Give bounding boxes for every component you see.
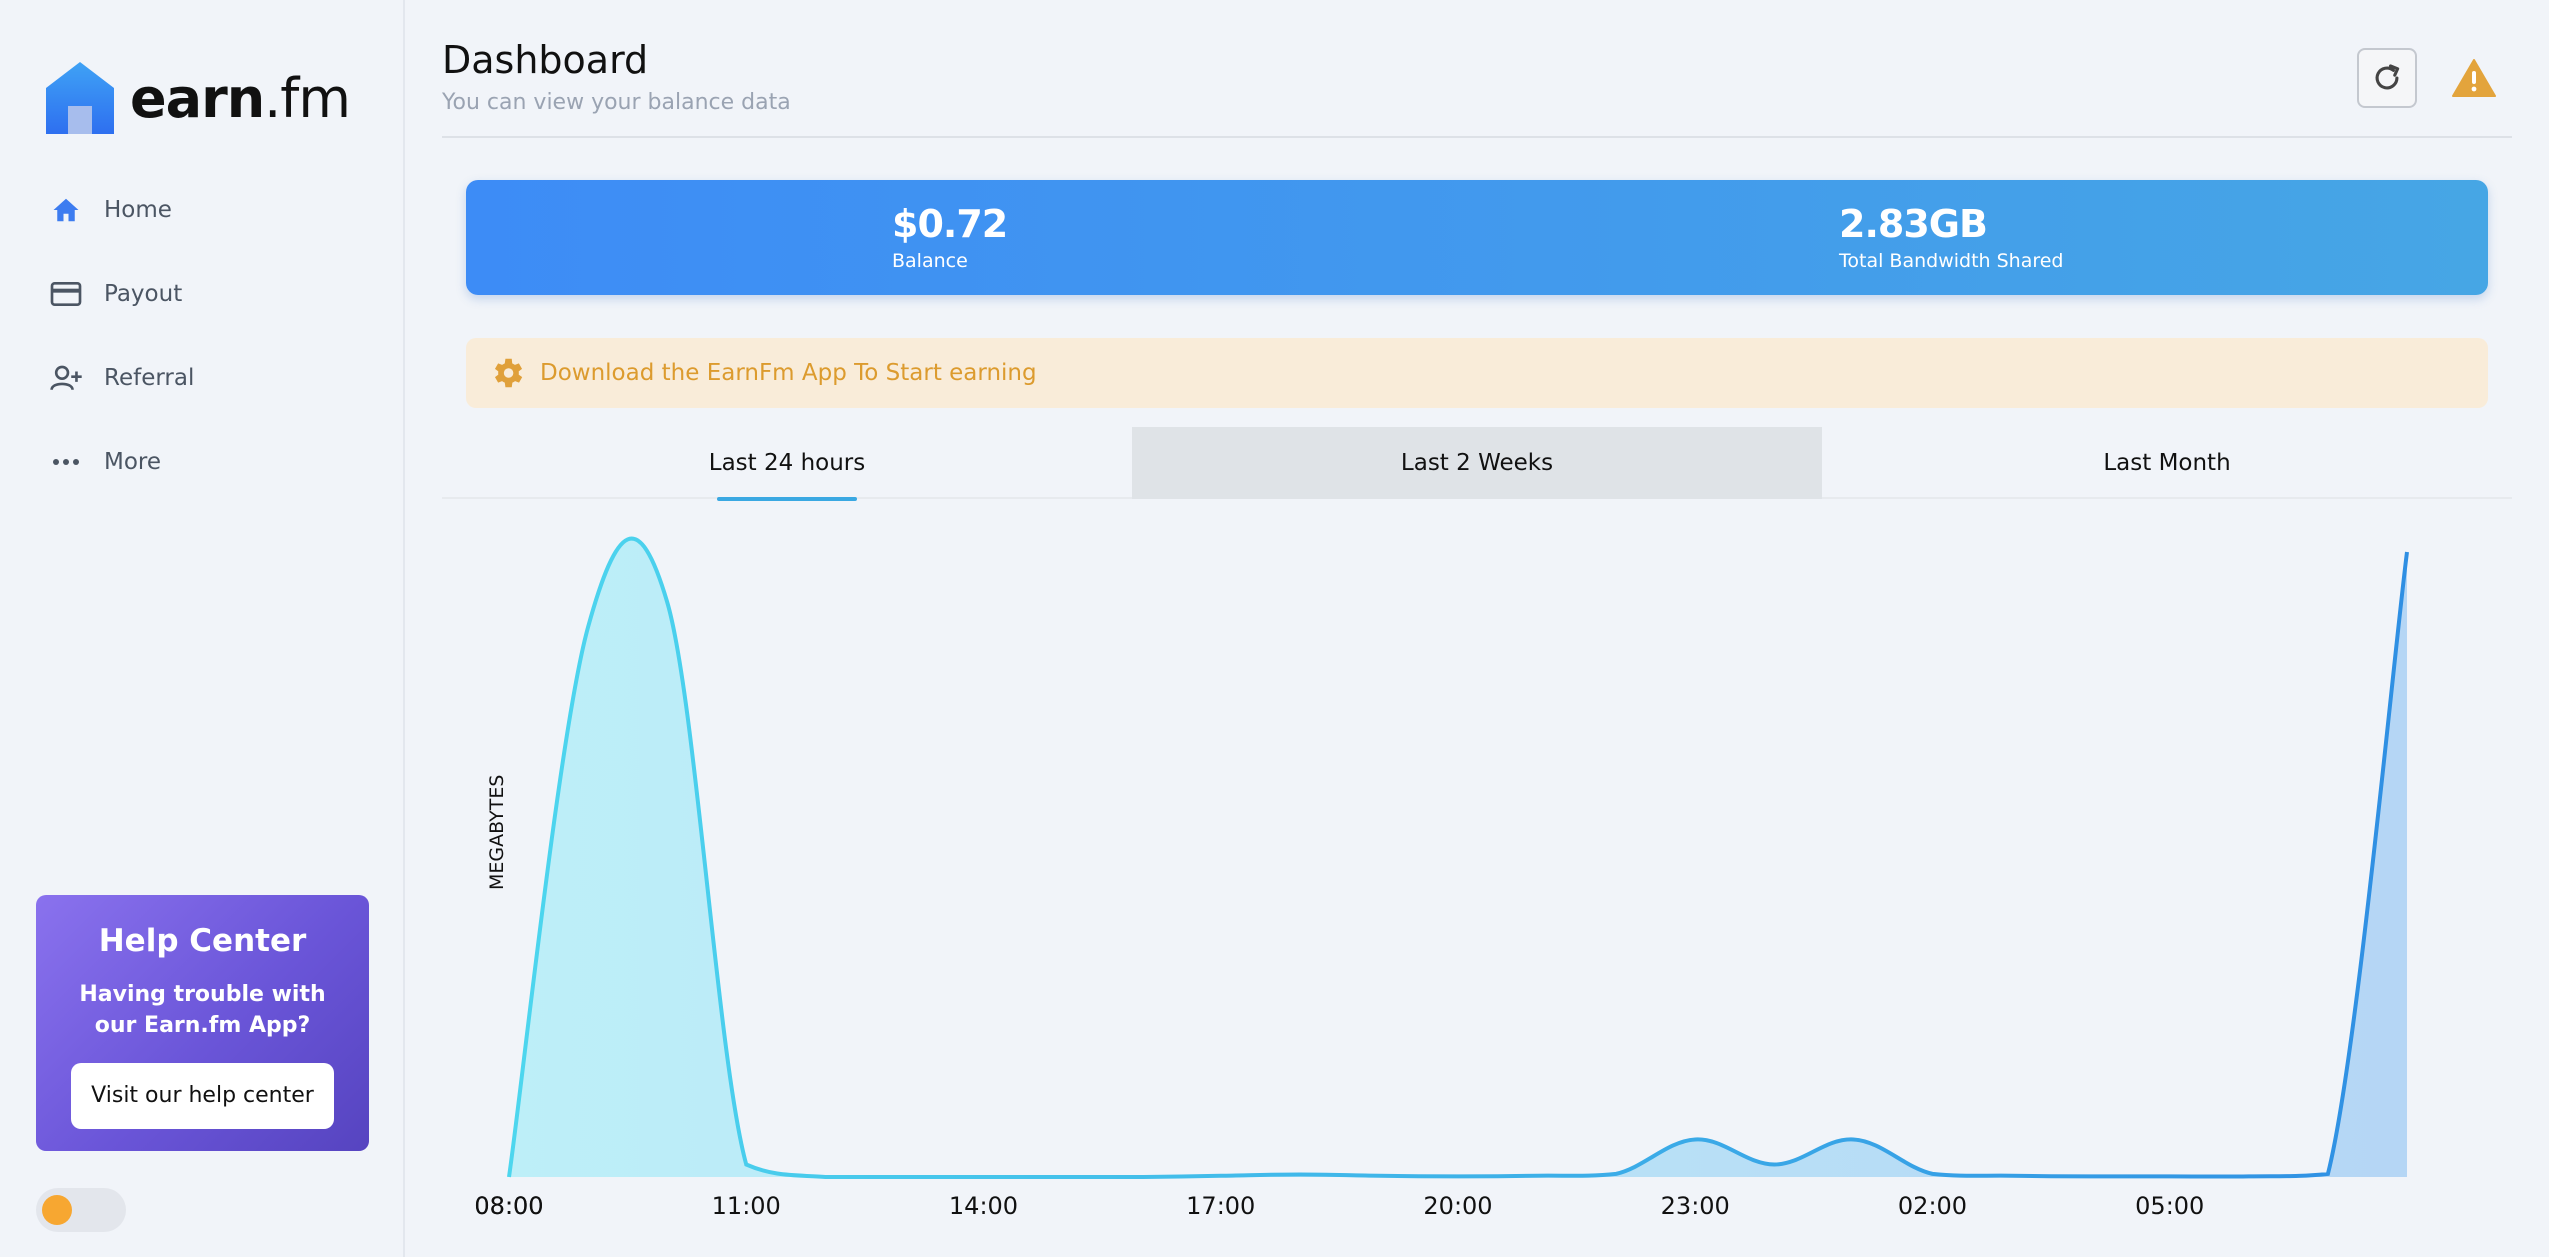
refresh-icon	[2375, 64, 2400, 90]
theme-toggle[interactable]	[36, 1188, 126, 1232]
gear-icon	[494, 358, 523, 388]
y-axis-label: MEGABYTES	[486, 774, 508, 890]
balance-label: Balance	[892, 250, 968, 272]
page-title: Dashboard	[442, 38, 649, 82]
sidebar-item-referral[interactable]: Referral	[48, 336, 194, 420]
sidebar-item-home[interactable]: Home	[48, 168, 194, 252]
page-subtitle: You can view your balance data	[442, 90, 791, 115]
bandwidth-label: Total Bandwidth Shared	[1839, 250, 2064, 272]
chart-svg	[507, 536, 2409, 1179]
tab-label: Last Month	[2103, 450, 2231, 476]
balance-stat: $0.72 Balance	[892, 202, 1008, 272]
sidebar-item-label: Home	[104, 197, 172, 223]
tab-label: Last 2 Weeks	[1400, 450, 1554, 476]
sidebar-item-label: Payout	[104, 281, 183, 307]
sidebar-item-label: More	[104, 449, 162, 475]
help-center-card: Help Center Having trouble with our Earn…	[36, 895, 369, 1151]
chart-area-fill	[509, 538, 2407, 1177]
bandwidth-chart: MEGABYTES 08:00 11:00 14:00 17:00 20:00 23:00…	[442, 520, 2512, 1257]
x-tick-label: 14:00	[948, 1192, 1019, 1220]
user-plus-icon	[48, 360, 84, 396]
warning-icon[interactable]	[2452, 58, 2496, 98]
main-content: Dashboard You can view your balance data…	[442, 0, 2512, 1257]
theme-toggle-knob	[42, 1195, 72, 1225]
card-icon	[48, 276, 84, 312]
x-tick-label: 23:00	[1660, 1192, 1730, 1220]
home-icon	[48, 192, 84, 228]
notice-text: Download the EarnFm App To Start earning	[540, 360, 1037, 386]
x-tick-label: 02:00	[1897, 1192, 1968, 1220]
bandwidth-stat: 2.83GB Total Bandwidth Shared	[1839, 202, 2064, 272]
brand-name: earn.fm	[130, 66, 351, 130]
sidebar-nav: Home Payout Referral More	[48, 168, 194, 504]
x-tick-label: 20:00	[1423, 1192, 1493, 1220]
download-app-notice[interactable]: Download the EarnFm App To Start earning	[466, 338, 2488, 408]
chart-series-line	[507, 536, 2409, 1179]
balance-value: $0.72	[892, 202, 1008, 246]
tab-last-24-hours[interactable]: Last 24 hours	[442, 427, 1132, 501]
x-tick-label: 08:00	[474, 1192, 544, 1220]
tab-last-2-weeks[interactable]: Last 2 Weeks	[1132, 427, 1822, 499]
house-logo-icon	[46, 62, 114, 134]
header-divider	[442, 136, 2512, 138]
active-tab-indicator	[717, 497, 857, 501]
x-tick-label: 05:00	[2135, 1192, 2205, 1220]
tab-label: Last 24 hours	[708, 450, 866, 476]
x-tick-label: 08:00	[474, 1192, 544, 1220]
help-center-text: Having trouble with our Earn.fm App?	[79, 982, 326, 1038]
tab-last-month[interactable]: Last Month	[1822, 427, 2512, 499]
sidebar-item-label: Referral	[104, 365, 195, 391]
brand-logo[interactable]: earn.fm	[40, 58, 351, 138]
sidebar: earn.fm Home Payout Referral More	[0, 0, 405, 1257]
help-center-title: Help Center	[98, 923, 307, 959]
dots-icon	[48, 444, 84, 480]
x-tick-label: 17:00	[1186, 1192, 1256, 1220]
bandwidth-value: 2.83GB	[1839, 202, 1988, 246]
sidebar-item-more[interactable]: More	[48, 420, 194, 504]
x-tick-label: 11:00	[711, 1192, 781, 1220]
time-range-tabs: Last 24 hours Last 2 Weeks Last Month	[442, 427, 2512, 501]
visit-help-center-button[interactable]: Visit our help center	[71, 1063, 334, 1129]
stats-banner: $0.72 Balance 2.83GB Total Bandwidth Sha…	[466, 180, 2488, 295]
refresh-button[interactable]	[2357, 48, 2417, 108]
sidebar-item-payout[interactable]: Payout	[48, 252, 194, 336]
